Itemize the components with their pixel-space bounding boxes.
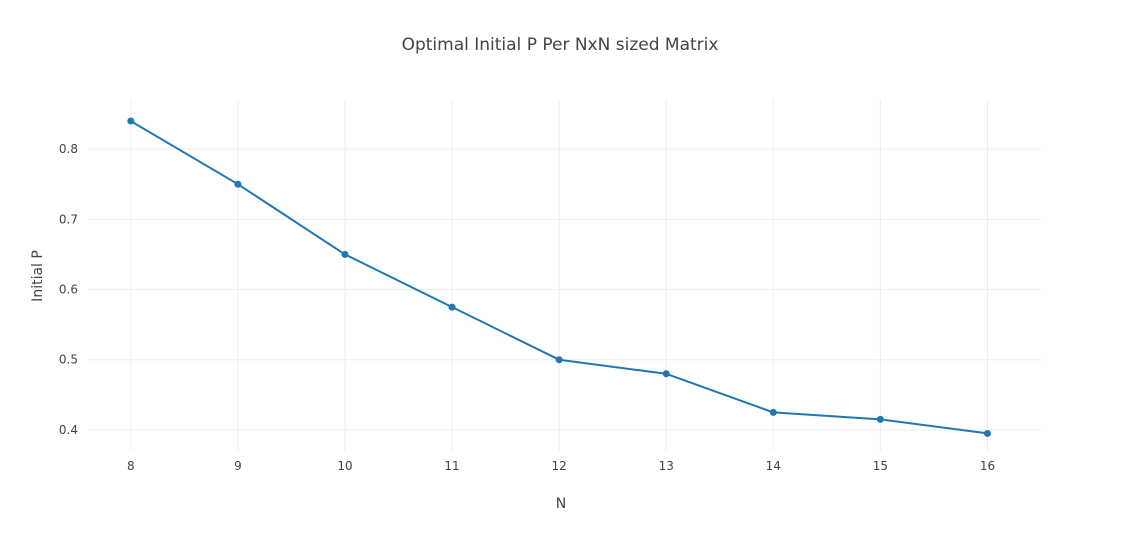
y-tick-label: 0.4: [59, 423, 78, 437]
x-tick-label: 13: [659, 459, 674, 473]
x-tick-label: 9: [234, 459, 242, 473]
x-tick-label: 16: [980, 459, 995, 473]
data-point[interactable]: [234, 180, 242, 188]
x-tick-label: 8: [127, 459, 135, 473]
data-point[interactable]: [769, 408, 777, 416]
y-tick-label: 0.5: [59, 353, 78, 367]
y-tick-label: 0.6: [59, 283, 78, 297]
data-point[interactable]: [448, 303, 456, 311]
x-tick-label: 12: [552, 459, 567, 473]
data-point[interactable]: [127, 117, 135, 125]
x-tick-label: 11: [444, 459, 459, 473]
data-point[interactable]: [341, 250, 349, 258]
data-point[interactable]: [983, 429, 991, 437]
series-layer: [127, 117, 991, 437]
y-tick-label: 0.7: [59, 212, 78, 226]
chart-title: Optimal Initial P Per NxN sized Matrix: [402, 35, 719, 55]
data-point[interactable]: [555, 356, 563, 364]
x-tick-label: 14: [766, 459, 781, 473]
data-point[interactable]: [662, 370, 670, 378]
data-point[interactable]: [876, 415, 884, 423]
tick-layer: 8 9 10 11 12 13 14 15 16 0.4 0.5 0.6 0.7 0.8: [59, 142, 995, 473]
x-tick-label: 10: [337, 459, 352, 473]
y-tick-label: 0.8: [59, 142, 78, 156]
x-tick-label: 15: [873, 459, 888, 473]
x-axis-title: N: [556, 496, 566, 512]
grid-layer: [88, 100, 1041, 451]
y-axis-title: Initial P: [30, 250, 46, 302]
